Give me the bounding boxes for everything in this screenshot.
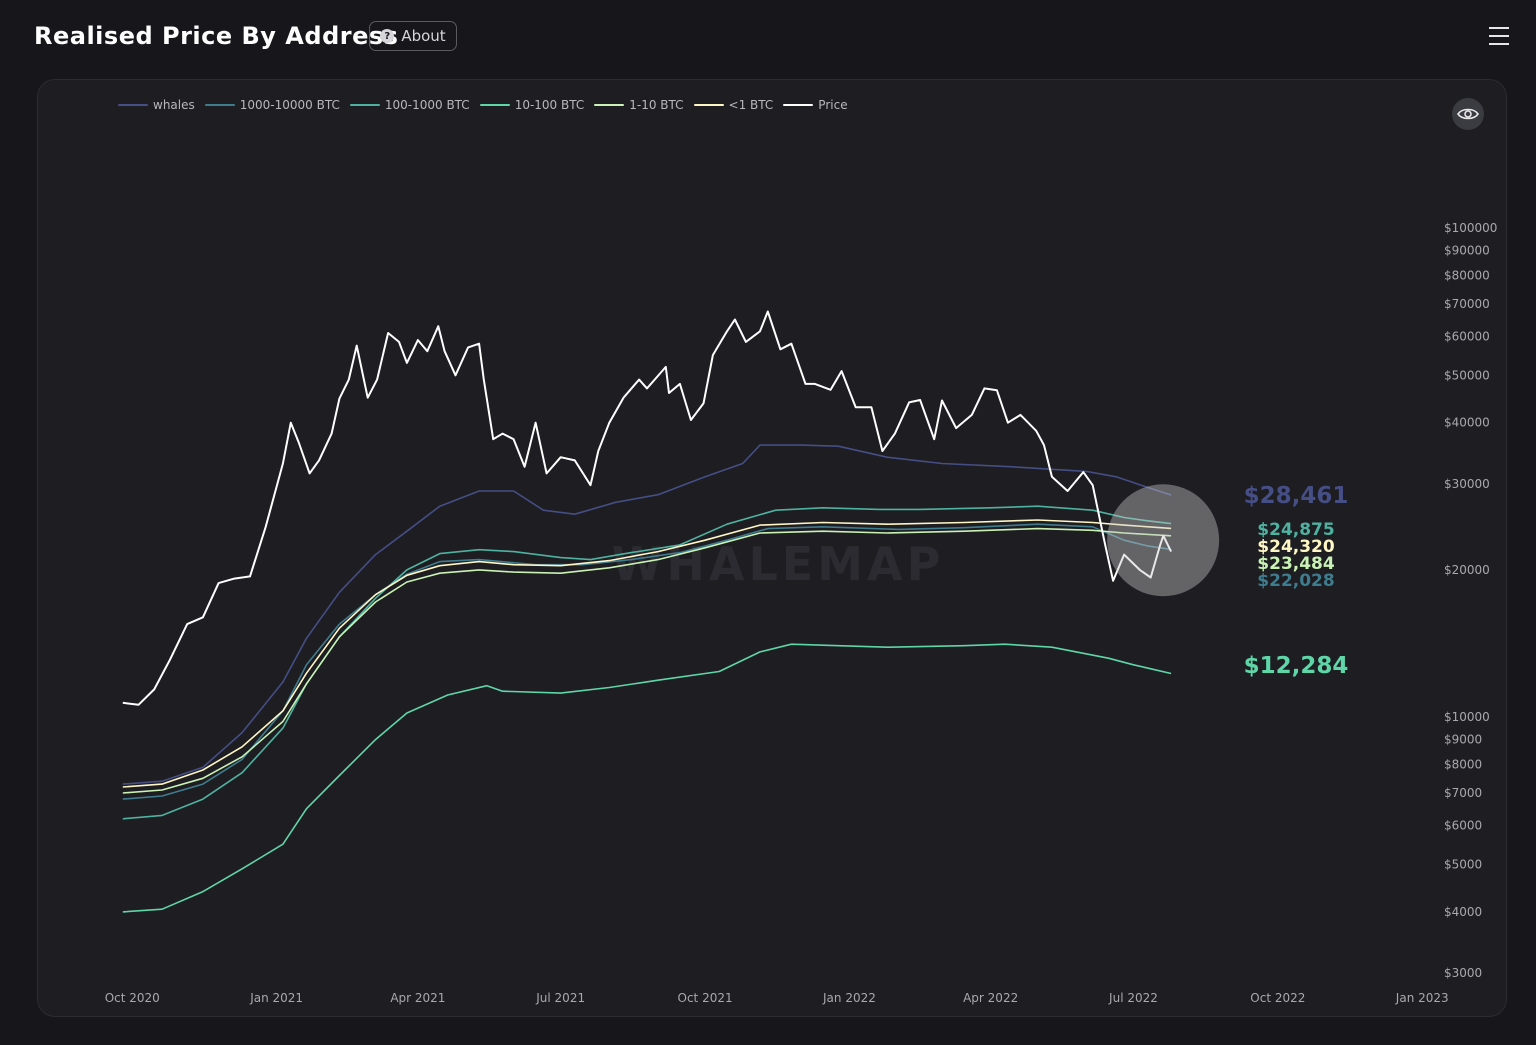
series-line-whales — [122, 444, 1172, 785]
y-tick-label: $60000 — [1444, 330, 1490, 344]
y-tick-label: $20000 — [1444, 563, 1490, 577]
legend-label: Price — [818, 98, 848, 112]
legend-item[interactable]: 1-10 BTC — [594, 98, 684, 112]
legend-item[interactable]: whales — [118, 98, 195, 112]
y-tick-label: $4000 — [1444, 905, 1482, 919]
series-value-label: $28,461 — [1244, 483, 1349, 509]
series-value-label: $24,320 — [1257, 537, 1335, 557]
y-tick-label: $40000 — [1444, 416, 1490, 430]
legend-label: 1000-10000 BTC — [239, 98, 340, 112]
y-tick-label: $10000 — [1444, 710, 1490, 724]
y-tick-label: $9000 — [1444, 733, 1482, 747]
y-tick-label: $3000 — [1444, 966, 1482, 980]
y-tick-label: $8000 — [1444, 758, 1482, 772]
x-tick-label: Apr 2021 — [390, 991, 445, 1005]
series-value-label: $24,875 — [1257, 520, 1334, 540]
legend-label: 1-10 BTC — [629, 98, 684, 112]
legend-swatch — [693, 104, 724, 106]
x-tick-label: Jan 2023 — [1395, 991, 1449, 1005]
y-tick-label: $5000 — [1444, 857, 1482, 871]
legend-swatch — [118, 104, 148, 106]
legend-swatch — [594, 104, 625, 106]
legend-swatch — [349, 104, 380, 106]
x-tick-label: Jul 2022 — [1108, 991, 1158, 1005]
chart-legend: whales 1000-10000 BTC 100-1000 BTC 10-100 B… — [118, 98, 848, 112]
series-value-label: $23,484 — [1257, 554, 1335, 574]
visibility-toggle-button[interactable] — [1452, 98, 1484, 130]
hamburger-menu-icon[interactable] — [1489, 27, 1509, 47]
x-tick-label: Oct 2022 — [1250, 991, 1305, 1005]
help-icon: ? — [380, 29, 395, 43]
x-tick-label: Apr 2022 — [963, 991, 1018, 1005]
series-line-100-1000-btc — [122, 505, 1172, 820]
legend-label: whales — [153, 98, 195, 112]
legend-label: <1 BTC — [728, 98, 774, 112]
legend-item[interactable]: 10-100 BTC — [479, 98, 585, 112]
legend-item[interactable]: Price — [783, 98, 848, 112]
watermark-text: WHALEMAP — [612, 537, 945, 591]
y-tick-label: $80000 — [1444, 268, 1490, 282]
x-tick-label: Oct 2020 — [105, 991, 160, 1005]
legend-swatch — [204, 104, 235, 106]
x-tick-label: Oct 2021 — [678, 991, 733, 1005]
legend-swatch — [783, 104, 814, 106]
series-value-label: $22,028 — [1257, 571, 1334, 591]
series-line-1-10-btc — [122, 527, 1172, 794]
series-value-label: $12,284 — [1244, 653, 1349, 679]
legend-swatch — [479, 104, 510, 106]
x-tick-label: Jul 2021 — [535, 991, 585, 1005]
y-tick-label: $50000 — [1444, 368, 1490, 382]
y-tick-label: $6000 — [1444, 819, 1482, 833]
legend-item[interactable]: 1000-10000 BTC — [204, 98, 340, 112]
eye-icon — [1457, 108, 1479, 120]
page-title: Realised Price By Address — [34, 22, 399, 50]
series-line-10-100-btc — [122, 643, 1172, 913]
about-button[interactable]: ? About — [369, 21, 457, 51]
about-label: About — [401, 27, 446, 45]
y-tick-label: $7000 — [1444, 786, 1482, 800]
highlight-circle — [1107, 484, 1220, 597]
x-tick-label: Jan 2022 — [822, 991, 876, 1005]
chart-panel: whales 1000-10000 BTC 100-1000 BTC 10-100 B… — [37, 79, 1507, 1017]
x-tick-label: Jan 2021 — [249, 991, 303, 1005]
series-line--1-btc — [122, 519, 1172, 788]
legend-item[interactable]: 100-1000 BTC — [349, 98, 470, 112]
realised-price-chart: WHALEMAP $100000 $90000 $80000 $70000 $60000 $… — [105, 221, 1498, 1005]
series-line-price — [122, 310, 1172, 706]
y-tick-label: $100000 — [1444, 221, 1497, 235]
legend-label: 100-1000 BTC — [384, 98, 470, 112]
y-tick-label: $70000 — [1444, 297, 1490, 311]
legend-label: 10-100 BTC — [514, 98, 585, 112]
y-tick-label: $30000 — [1444, 477, 1490, 491]
y-tick-label: $90000 — [1444, 243, 1490, 257]
page-header: Realised Price By Address ? About — [0, 0, 1536, 75]
legend-item[interactable]: <1 BTC — [693, 98, 774, 112]
